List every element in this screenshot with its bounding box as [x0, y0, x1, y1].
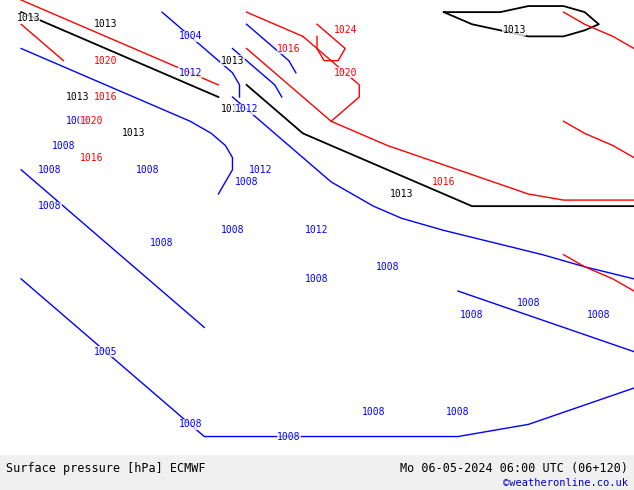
Text: 1020: 1020	[333, 68, 357, 78]
Text: 1008: 1008	[460, 310, 484, 320]
Text: 1008: 1008	[150, 238, 174, 247]
Text: 1013: 1013	[16, 13, 40, 23]
Text: 1012: 1012	[235, 104, 258, 114]
Text: 1008: 1008	[446, 407, 470, 417]
Text: 1013: 1013	[94, 19, 117, 29]
Text: 1016: 1016	[277, 44, 301, 53]
Text: 1008: 1008	[37, 201, 61, 211]
Text: 1020: 1020	[94, 56, 117, 66]
Text: 1008: 1008	[221, 225, 244, 235]
Text: 1013: 1013	[221, 56, 244, 66]
Text: 1008: 1008	[305, 274, 329, 284]
Text: 1016: 1016	[80, 153, 103, 163]
Text: 1016: 1016	[432, 177, 456, 187]
Text: 1008: 1008	[376, 262, 399, 272]
Text: 1013: 1013	[390, 189, 413, 199]
Text: ©weatheronline.co.uk: ©weatheronline.co.uk	[503, 478, 628, 488]
Text: 1005: 1005	[94, 346, 117, 357]
Text: 1008: 1008	[361, 407, 385, 417]
Text: 1012: 1012	[249, 165, 273, 175]
Text: 1024: 1024	[333, 25, 357, 35]
Text: 1016: 1016	[94, 92, 117, 102]
Text: 1004: 1004	[178, 31, 202, 41]
Text: Mo 06-05-2024 06:00 UTC (06+120): Mo 06-05-2024 06:00 UTC (06+120)	[399, 462, 628, 475]
Text: 1008: 1008	[178, 419, 202, 429]
Text: 1013: 1013	[122, 128, 146, 138]
Text: 1008: 1008	[517, 298, 540, 308]
Text: 1008: 1008	[136, 165, 160, 175]
Text: 1013: 1013	[503, 25, 526, 35]
Text: 1008: 1008	[51, 141, 75, 150]
Text: 1008: 1008	[277, 432, 301, 441]
Text: Surface pressure [hPa] ECMWF: Surface pressure [hPa] ECMWF	[6, 462, 206, 475]
Text: 1013: 1013	[221, 104, 244, 114]
Text: 1012: 1012	[178, 68, 202, 78]
Text: 1012: 1012	[305, 225, 329, 235]
Text: 1013: 1013	[66, 92, 89, 102]
Text: 1008: 1008	[66, 116, 89, 126]
Text: 1008: 1008	[235, 177, 258, 187]
Text: 1008: 1008	[587, 310, 611, 320]
Text: 1020: 1020	[80, 116, 103, 126]
Text: 1008: 1008	[37, 165, 61, 175]
